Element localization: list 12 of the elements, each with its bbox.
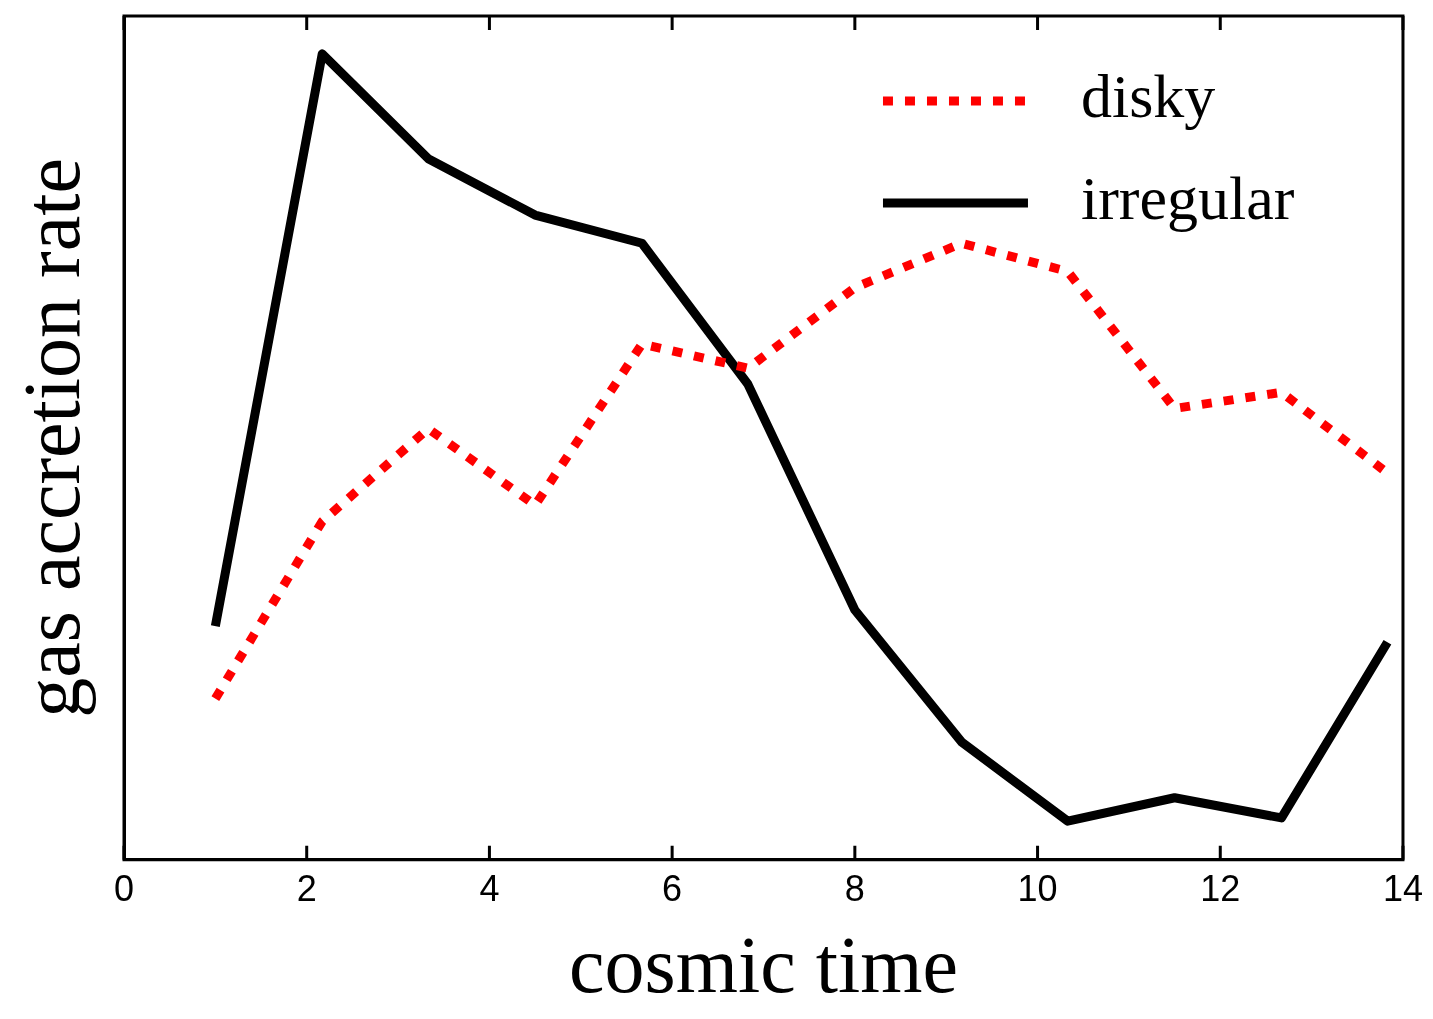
x-axis-title: cosmic time — [569, 921, 958, 1010]
x-tick-label: 0 — [113, 868, 135, 910]
x-tick-label: 2 — [296, 868, 317, 910]
x-tick-label: 12 — [1200, 868, 1241, 910]
x-tick-label: 8 — [844, 868, 865, 910]
legend-label: disky — [1080, 62, 1216, 131]
x-tick-label: 10 — [1017, 868, 1058, 910]
legend-label: irregular — [1080, 164, 1295, 233]
y-axis-title: gas accretion rate — [8, 158, 97, 718]
x-tick-label: 6 — [662, 868, 683, 910]
x-tick-label: 14 — [1382, 868, 1423, 910]
x-tick-label: 4 — [479, 868, 500, 910]
